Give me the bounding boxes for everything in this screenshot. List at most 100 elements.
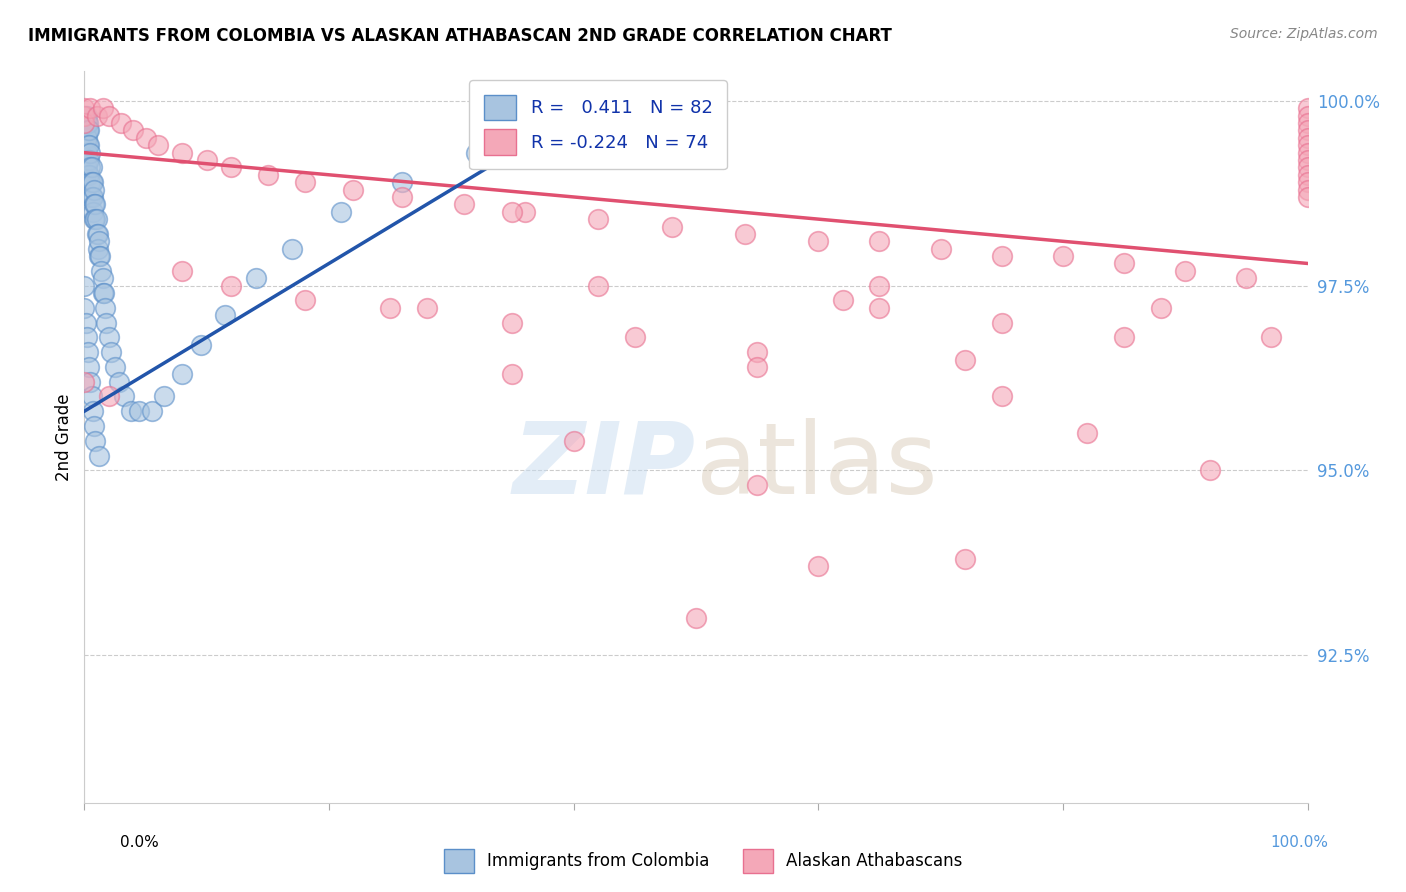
Point [76,116,98,130]
Point [76,145,98,160]
Point [73,101,96,115]
Point [89,249,111,263]
Point [1114,330,1136,344]
Point [73,116,96,130]
Point [122,123,145,137]
Point [464,145,486,160]
Point [1198,463,1220,477]
Point [77,359,100,374]
Point [219,278,242,293]
Point [502,316,524,330]
Point [330,204,353,219]
Text: 0.0%: 0.0% [120,836,159,850]
Y-axis label: 2nd Grade: 2nd Grade [55,393,73,481]
Point [1296,101,1319,115]
Point [75,109,97,123]
Point [97,330,120,344]
Point [120,404,142,418]
Point [685,611,707,625]
Point [502,204,524,219]
Point [84,197,107,211]
Point [513,204,536,219]
Point [77,153,100,167]
Point [807,235,830,249]
Point [73,278,96,293]
Point [86,212,108,227]
Point [75,168,97,182]
Point [929,242,952,256]
Point [747,345,769,359]
Text: ZIP: ZIP [513,417,696,515]
Point [135,131,157,145]
Point [86,227,108,241]
Point [97,109,120,123]
Point [294,175,316,189]
Point [107,375,129,389]
Point [281,242,304,256]
Point [294,293,316,308]
Point [624,330,647,344]
Point [93,285,115,300]
Point [91,285,114,300]
Point [97,389,120,403]
Point [141,404,163,418]
Point [75,116,97,130]
Point [87,242,110,256]
Point [1296,153,1319,167]
Point [1174,264,1197,278]
Point [83,212,105,227]
Point [1296,131,1319,145]
Point [104,359,127,374]
Point [1076,426,1098,441]
Point [87,449,110,463]
Point [1296,123,1319,137]
Point [869,301,891,315]
Point [416,301,439,315]
Point [807,559,830,574]
Point [1296,116,1319,130]
Point [96,316,118,330]
Point [562,434,585,448]
Point [73,123,96,137]
Point [342,183,364,197]
Point [245,271,267,285]
Point [1296,109,1319,123]
Point [79,175,101,189]
Point [257,168,280,182]
Point [77,168,100,182]
Point [73,138,96,153]
Point [172,145,194,160]
Point [172,368,194,382]
Point [1296,168,1319,182]
Point [831,293,853,308]
Point [82,175,104,189]
Point [1052,249,1074,263]
Point [77,168,100,182]
Point [869,278,891,293]
Point [953,552,976,566]
Point [77,123,100,137]
Point [83,197,105,211]
Point [1114,256,1136,270]
Point [79,161,101,175]
Point [214,308,236,322]
Point [87,249,110,263]
Point [76,330,98,344]
Point [1260,330,1282,344]
Point [991,316,1014,330]
Point [73,145,96,160]
Point [73,109,96,123]
Point [77,138,100,153]
Point [1296,175,1319,189]
Point [87,235,110,249]
Point [1296,161,1319,175]
Point [79,101,101,115]
Point [112,389,135,403]
Point [77,123,100,137]
Point [75,123,97,137]
Point [1236,271,1258,285]
Point [84,212,107,227]
Point [953,352,976,367]
Point [76,161,98,175]
Point [73,301,96,315]
